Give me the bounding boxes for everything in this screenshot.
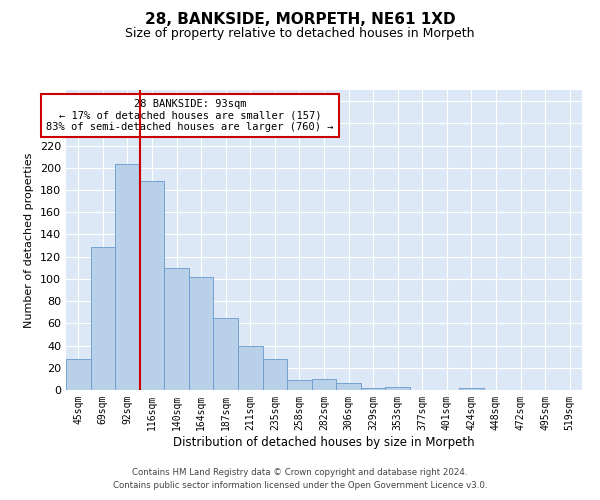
Bar [115,164,140,390]
Bar [287,380,312,390]
Y-axis label: Number of detached properties: Number of detached properties [25,152,34,328]
Bar [238,346,263,390]
Text: 28, BANKSIDE, MORPETH, NE61 1XD: 28, BANKSIDE, MORPETH, NE61 1XD [145,12,455,28]
Bar [91,246,115,390]
Text: Contains HM Land Registry data © Crown copyright and database right 2024.: Contains HM Land Registry data © Crown c… [132,468,468,477]
Bar [263,359,287,390]
Bar [385,386,410,390]
Bar [336,384,361,390]
Bar [164,268,189,390]
Bar [140,181,164,390]
Text: 28 BANKSIDE: 93sqm
← 17% of detached houses are smaller (157)
83% of semi-detach: 28 BANKSIDE: 93sqm ← 17% of detached hou… [46,99,334,132]
X-axis label: Distribution of detached houses by size in Morpeth: Distribution of detached houses by size … [173,436,475,448]
Bar [66,359,91,390]
Text: Contains public sector information licensed under the Open Government Licence v3: Contains public sector information licen… [113,480,487,490]
Bar [459,388,484,390]
Bar [312,379,336,390]
Text: Size of property relative to detached houses in Morpeth: Size of property relative to detached ho… [125,28,475,40]
Bar [214,318,238,390]
Bar [361,388,385,390]
Bar [189,276,214,390]
